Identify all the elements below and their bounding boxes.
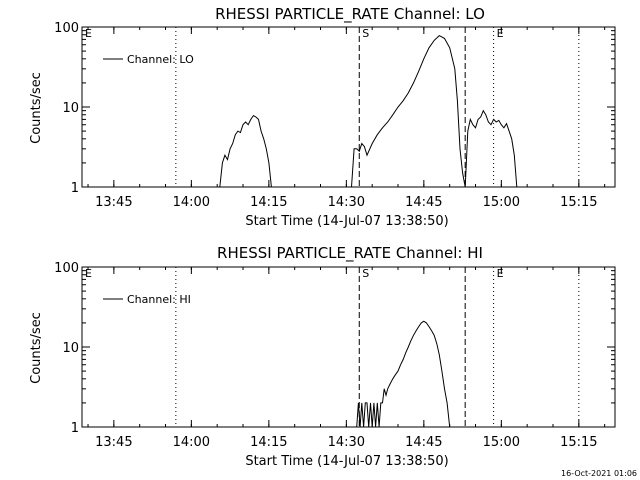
y-axis-ticks: 1 10 100	[54, 21, 615, 196]
x-tick-label: 15:00	[483, 435, 520, 450]
x-tick-label: 14:45	[405, 195, 442, 210]
x-axis-ticks: 13:45 14:00 14:15 14:30 14:45 15:00 15:15	[87, 27, 606, 210]
x-tick-label: 14:30	[328, 435, 365, 450]
x-tick-label: 14:45	[405, 435, 442, 450]
y-axis-label: Counts/sec	[29, 312, 44, 384]
marker-label: S	[362, 27, 369, 40]
y-tick-label: 100	[54, 261, 79, 276]
x-tick-label: 15:15	[560, 435, 597, 450]
x-tick-label: 13:45	[95, 435, 132, 450]
x-tick-label: 13:45	[95, 195, 132, 210]
plot-frame	[81, 26, 616, 188]
plot-frame	[81, 266, 616, 428]
y-axis-label: Counts/sec	[29, 72, 44, 144]
x-axis-label: Start Time (14-Jul-07 13:38:50)	[245, 454, 448, 469]
chart-panel-lo: RHESSI PARTICLE_RATE Channel: LO E S E 13:…	[29, 5, 616, 229]
legend-entry: Channel: LO	[127, 53, 194, 66]
series-line-hi	[356, 320, 451, 428]
marker-label: E	[497, 267, 504, 280]
y-tick-label: 1	[71, 421, 79, 436]
x-tick-label: 15:00	[483, 195, 520, 210]
x-axis-ticks: 13:45 14:00 14:15 14:30 14:45 15:00 15:15	[87, 267, 606, 450]
x-tick-label: 14:15	[250, 195, 287, 210]
date-stamp: 16-Oct-2021 01:06	[561, 469, 637, 478]
x-tick-label: 14:15	[250, 435, 287, 450]
y-tick-label: 1	[71, 181, 79, 196]
y-tick-label: 10	[62, 341, 79, 356]
y-axis-ticks: 1 10 100	[54, 261, 615, 436]
marker-label: E	[85, 27, 92, 40]
marker-label: E	[497, 27, 504, 40]
chart-title: RHESSI PARTICLE_RATE Channel: HI	[217, 244, 483, 263]
marker-label: E	[85, 267, 92, 280]
x-tick-label: 14:00	[173, 435, 210, 450]
legend-entry: Channel: HI	[127, 293, 191, 306]
x-axis-label: Start Time (14-Jul-07 13:38:50)	[245, 214, 448, 229]
series-line-lo	[219, 34, 518, 188]
x-tick-label: 14:00	[173, 195, 210, 210]
x-tick-label: 14:30	[328, 195, 365, 210]
chart-title: RHESSI PARTICLE_RATE Channel: LO	[215, 5, 485, 24]
y-tick-label: 100	[54, 21, 79, 36]
x-tick-label: 15:15	[560, 195, 597, 210]
y-tick-label: 10	[62, 101, 79, 116]
chart-panel-hi: RHESSI PARTICLE_RATE Channel: HI E S E 13:…	[29, 244, 616, 469]
marker-label: S	[362, 267, 369, 280]
